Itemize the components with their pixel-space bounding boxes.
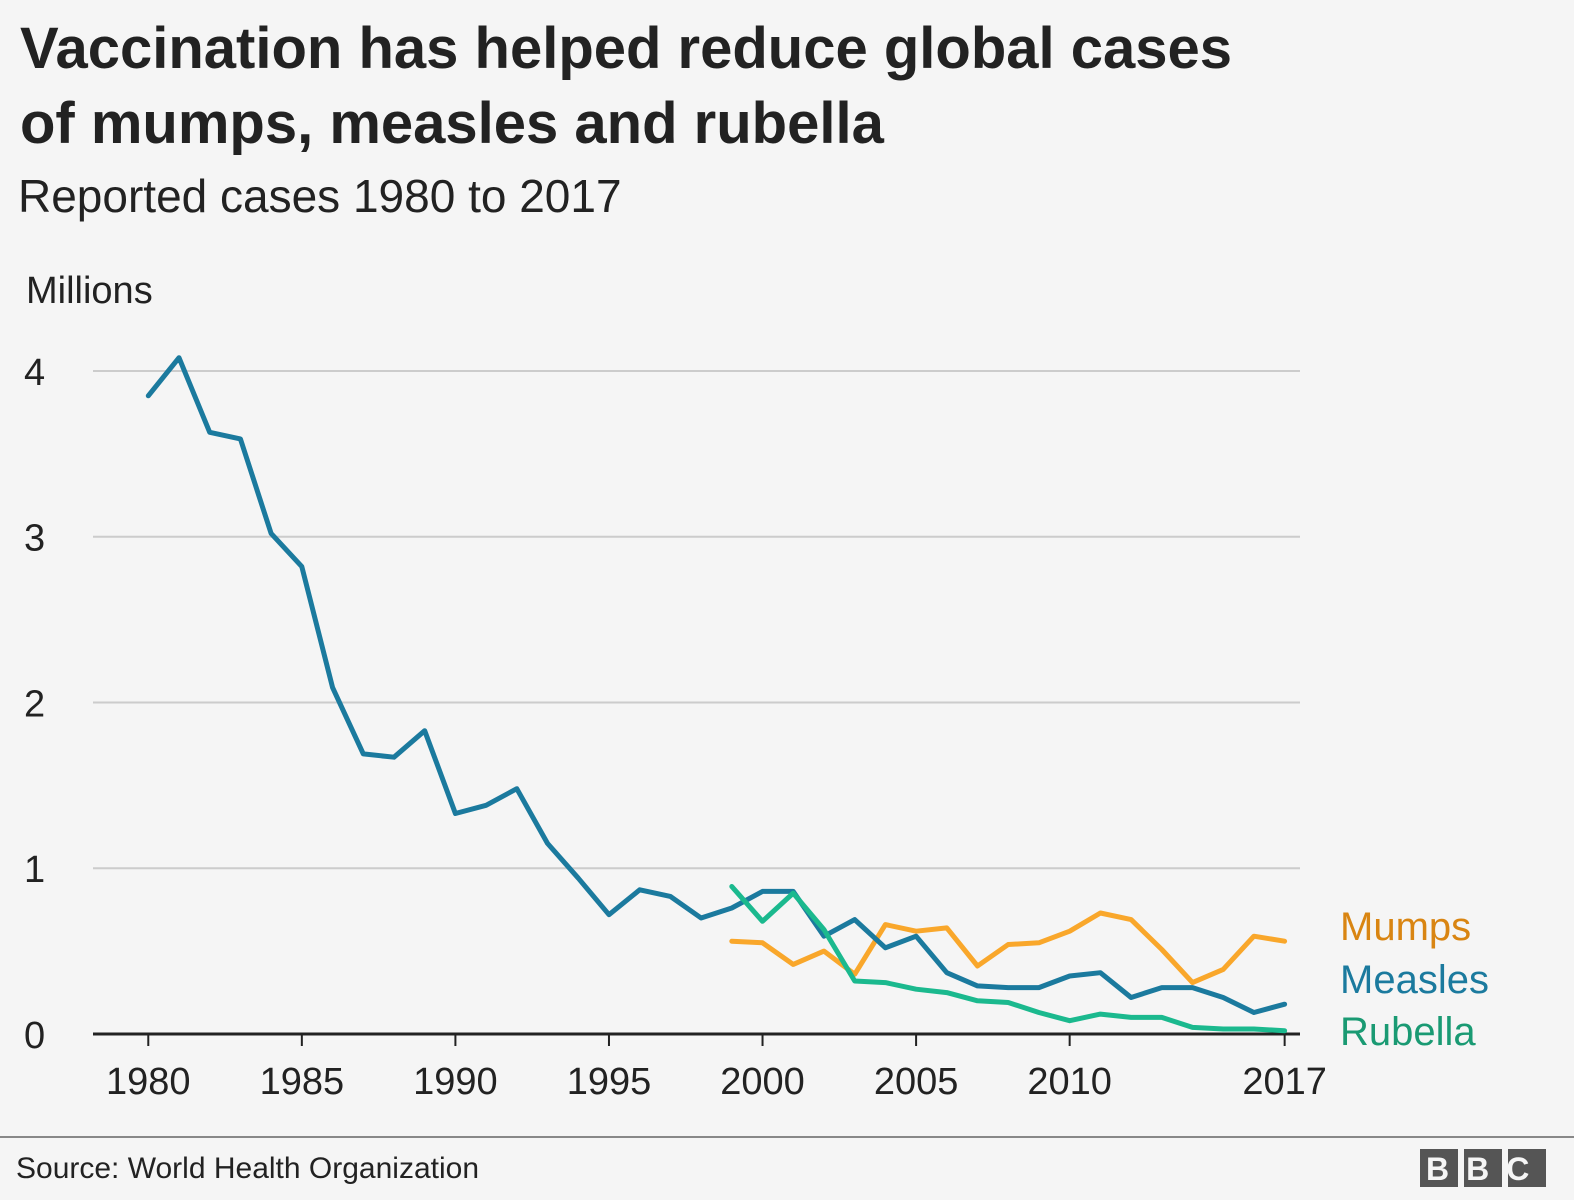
x-tick-label: 1980 [106,1061,191,1103]
legend-label: Rubella [1340,1010,1476,1054]
y-axis-label: Millions [26,270,153,312]
series-line [729,910,1288,986]
logo: BBC [1426,1151,1546,1187]
series-line [729,884,1288,1034]
series-line [145,355,1288,1015]
chart-title: of mumps, measles and rubella [20,91,885,156]
chart-title: Vaccination has helped reduce global cas… [20,16,1232,81]
chart-subtitle: Reported cases 1980 to 2017 [18,170,622,222]
x-tick-label: 2005 [874,1061,959,1103]
legend-label: Measles [1340,958,1489,1002]
x-tick-label: 1985 [260,1061,345,1103]
y-tick-label: 1 [24,849,45,891]
logo-box [1420,1149,1458,1187]
logo-box [1508,1149,1546,1187]
logo-box [1464,1149,1502,1187]
x-tick-label: 2010 [1027,1061,1112,1103]
y-tick-label: 4 [24,352,45,394]
x-tick-label: 2017 [1242,1061,1327,1103]
source: Source: World Health Organization [16,1152,479,1185]
x-tick-label: 1995 [567,1061,652,1103]
legend-label: Mumps [1340,905,1471,949]
y-tick-label: 0 [24,1015,45,1057]
y-tick-label: 3 [24,518,45,560]
x-tick-label: 2000 [720,1061,805,1103]
y-tick-label: 2 [24,683,45,725]
x-tick-label: 1990 [413,1061,498,1103]
